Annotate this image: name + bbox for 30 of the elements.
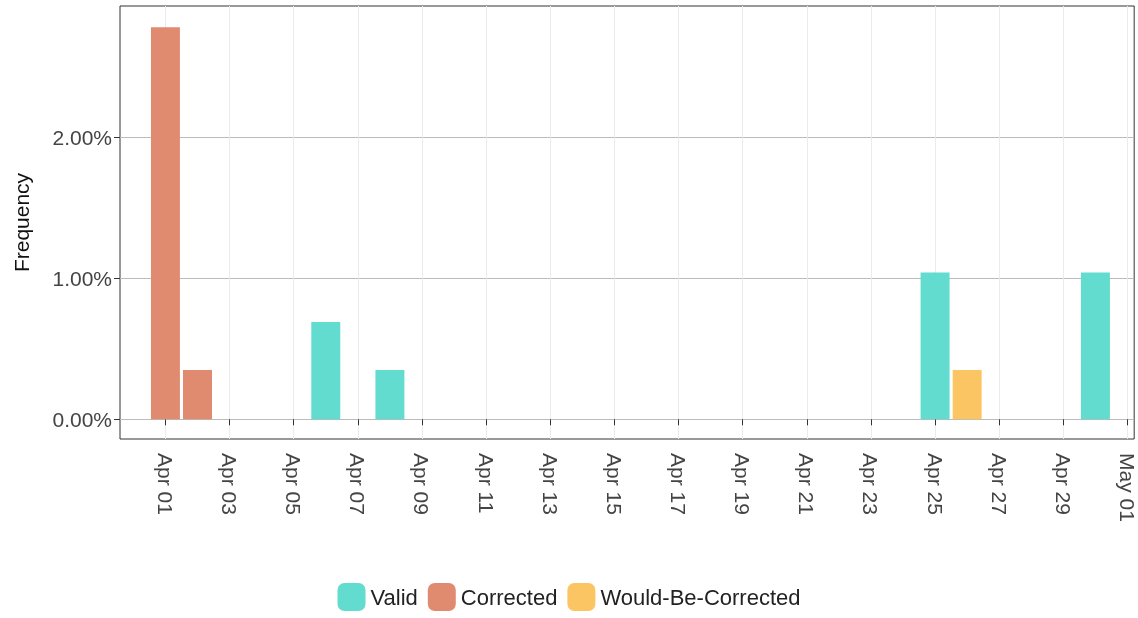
bar — [150, 27, 180, 420]
x-tick-label: Apr 15 — [602, 453, 626, 515]
x-tick-label: Apr 09 — [410, 453, 434, 515]
x-tick-label: Apr 19 — [731, 453, 755, 515]
y-tick-label: 2.00% — [52, 125, 112, 149]
x-tick-label: Apr 11 — [474, 453, 498, 514]
x-tick-label: Apr 25 — [923, 453, 947, 515]
bar — [952, 369, 982, 420]
legend-label: Corrected — [460, 584, 558, 610]
bar — [375, 369, 405, 420]
bar — [311, 321, 341, 420]
bar — [920, 272, 950, 420]
x-tick-label: Apr 05 — [282, 453, 306, 515]
x-tick-label: Apr 27 — [987, 453, 1011, 515]
y-tick-label: 0.00% — [52, 407, 112, 431]
bar — [1080, 272, 1110, 420]
x-tick-label: May 01 — [1116, 453, 1138, 522]
x-tick-label: Apr 17 — [667, 453, 691, 515]
bar — [183, 369, 212, 420]
y-axis-title: Frequency — [10, 172, 33, 273]
x-tick-label: Apr 29 — [1051, 453, 1075, 515]
x-tick-label: Apr 03 — [218, 453, 242, 515]
x-tick-label: Apr 21 — [795, 453, 819, 515]
legend-label: Would-Be-Corrected — [600, 584, 801, 610]
y-tick-label: 1.00% — [52, 266, 112, 290]
x-tick-label: Apr 07 — [346, 453, 370, 515]
x-tick-label: Apr 23 — [859, 453, 883, 515]
x-tick-label: Apr 13 — [538, 453, 562, 515]
legend-label: Valid — [370, 584, 418, 610]
x-tick-label: Apr 01 — [153, 453, 177, 515]
